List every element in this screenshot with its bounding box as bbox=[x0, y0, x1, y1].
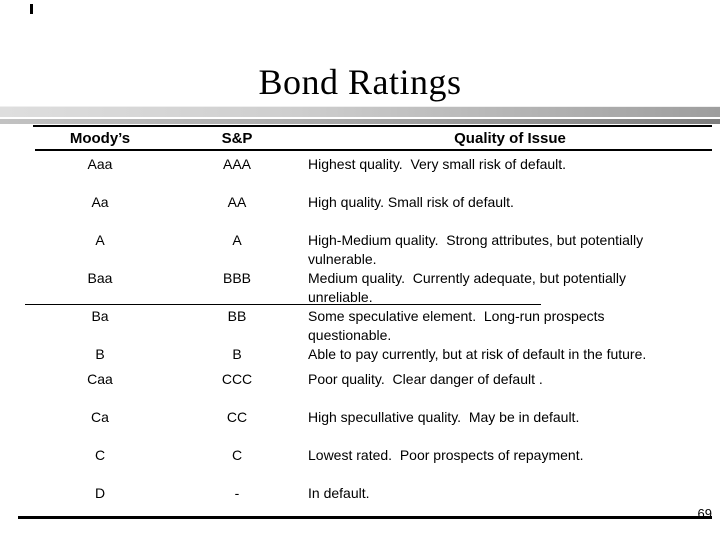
sp-rating: CC bbox=[226, 409, 248, 425]
sp-rating: B bbox=[232, 346, 242, 362]
moodys-rating: B bbox=[95, 346, 105, 362]
moodys-rating: Caa bbox=[87, 371, 113, 387]
quality-description: High specullative quality. May be in def… bbox=[308, 409, 580, 425]
moodys-rating: Aa bbox=[91, 194, 109, 210]
table-header-rule bbox=[35, 149, 712, 151]
quality-description: Highest quality. Very small risk of defa… bbox=[308, 156, 567, 172]
moodys-rating: Ba bbox=[91, 308, 109, 324]
moodys-rating: A bbox=[95, 232, 105, 248]
table-top-rule bbox=[33, 125, 712, 127]
sp-rating: BB bbox=[227, 308, 247, 324]
template-corner-tick bbox=[30, 4, 33, 14]
page-title: Bond Ratings bbox=[258, 62, 462, 102]
moodys-rating: C bbox=[94, 447, 106, 463]
sp-rating: BBB bbox=[222, 270, 251, 286]
quality-description: Lowest rated. Poor prospects of repaymen… bbox=[308, 447, 584, 463]
moodys-rating: D bbox=[94, 485, 106, 501]
sp-rating: - bbox=[234, 485, 240, 501]
quality-description: High quality. Small risk of default. bbox=[308, 194, 514, 210]
quality-description: Poor quality. Clear danger of default . bbox=[308, 371, 543, 387]
column-header-quality: Quality of Issue bbox=[454, 130, 566, 147]
title-divider-bar-lower bbox=[0, 119, 720, 124]
column-header-sp: S&P bbox=[221, 130, 253, 147]
title-divider-bar-upper bbox=[0, 106, 720, 117]
quality-description: Some speculative element. Long-run prosp… bbox=[308, 308, 605, 343]
moodys-rating: Aaa bbox=[87, 156, 113, 172]
sp-rating: C bbox=[231, 447, 243, 463]
quality-description: Able to pay currently, but at risk of de… bbox=[308, 346, 647, 362]
quality-description: In default. bbox=[308, 485, 370, 501]
sp-rating: AAA bbox=[222, 156, 251, 172]
slide-footer-rule bbox=[18, 516, 712, 519]
sp-rating: A bbox=[232, 232, 242, 248]
sp-rating: CCC bbox=[221, 371, 253, 387]
moodys-rating: Baa bbox=[87, 270, 113, 286]
quality-description: High-Medium quality. Strong attributes, … bbox=[308, 232, 644, 267]
slide-page-number: 69 bbox=[697, 506, 712, 521]
moodys-rating: Ca bbox=[91, 409, 109, 425]
column-header-moodys: Moody’s bbox=[69, 130, 131, 147]
table-mid-rule bbox=[25, 304, 541, 305]
quality-description: Medium quality. Currently adequate, but … bbox=[308, 270, 627, 305]
sp-rating: AA bbox=[227, 194, 247, 210]
